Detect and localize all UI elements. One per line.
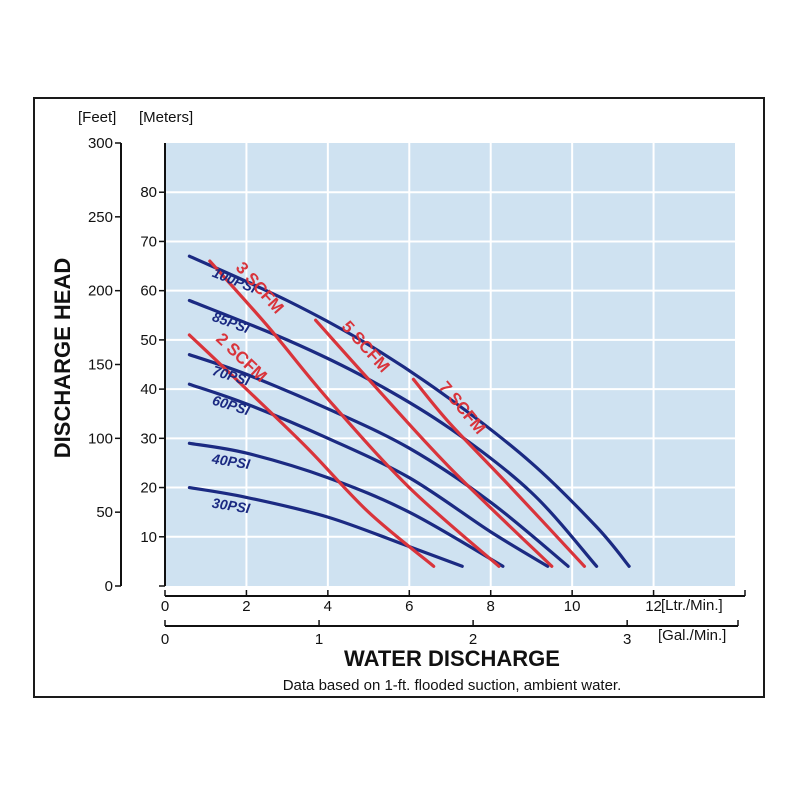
series-line-30psi (187, 486, 464, 568)
series-line-100psi (187, 254, 631, 568)
lpm-tick-label: 4 (324, 598, 332, 615)
series-line-70psi (187, 353, 570, 568)
feet-tick-label: 50 (96, 504, 113, 521)
meters-tick-label: 10 (140, 529, 157, 546)
plot-background (165, 143, 735, 586)
gpm-tick-label: 2 (469, 631, 477, 648)
gpm-unit-label: [Gal./Min.] (658, 627, 726, 644)
series-line-3-scfm (208, 259, 501, 568)
meters-tick-label: 60 (140, 283, 157, 300)
gpm-tick-label: 1 (315, 631, 323, 648)
lpm-tick-label: 12 (645, 598, 662, 615)
meters-tick-label: 80 (140, 184, 157, 201)
gpm-tick-label: 0 (161, 631, 169, 648)
chart-frame (33, 97, 765, 698)
y-axis-title: DISCHARGE HEAD (50, 258, 75, 458)
lpm-tick-label: 6 (405, 598, 413, 615)
lpm-tick-label: 10 (564, 598, 581, 615)
feet-unit-label: [Feet] (78, 109, 116, 126)
x-axis-title: WATER DISCHARGE (344, 646, 560, 671)
series-line-5-scfm (314, 318, 554, 568)
lpm-tick-label: 0 (161, 598, 169, 615)
feet-tick-label: 200 (88, 283, 113, 300)
series-line-2-scfm (187, 333, 436, 568)
lpm-unit-label: [Ltr./Min.] (661, 597, 723, 614)
feet-tick-label: 150 (88, 357, 113, 374)
meters-tick-label: 20 (140, 480, 157, 497)
lpm-tick-label: 8 (487, 598, 495, 615)
feet-tick-label: 250 (88, 209, 113, 226)
meters-tick-label: 40 (140, 381, 157, 398)
series (187, 254, 631, 568)
series-line-7-scfm (411, 377, 586, 568)
meters-tick-label: 70 (140, 233, 157, 250)
feet-tick-label: 100 (88, 430, 113, 447)
feet-tick-label: 300 (88, 135, 113, 152)
series-line-40psi (187, 441, 505, 568)
series-line-60psi (187, 382, 550, 568)
footnote: Data based on 1-ft. flooded suction, amb… (283, 677, 622, 694)
meters-unit-label: [Meters] (139, 109, 193, 126)
meters-tick-label: 50 (140, 332, 157, 349)
series-label-30psi: 30PSI (211, 495, 252, 517)
lpm-tick-label: 2 (242, 598, 250, 615)
series-label-40psi: 40PSI (210, 450, 252, 472)
grid (165, 143, 735, 586)
feet-tick-label: 0 (105, 578, 113, 595)
gpm-tick-label: 3 (623, 631, 631, 648)
meters-tick-label: 30 (140, 430, 157, 447)
